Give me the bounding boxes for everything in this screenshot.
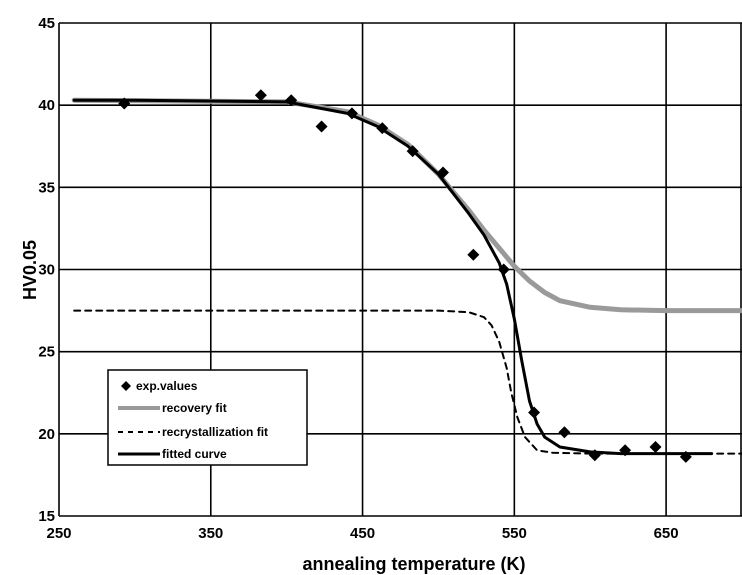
legend: exp.values recovery fit recrystallization … xyxy=(107,369,308,466)
series-layer xyxy=(71,89,742,463)
legend-label: fitted curve xyxy=(162,447,227,461)
series-line-recovery-fit xyxy=(71,97,742,314)
data-point-marker xyxy=(558,426,571,439)
data-point-marker xyxy=(285,94,298,107)
legend-label: recovery fit xyxy=(162,401,227,415)
data-point-marker xyxy=(497,263,510,276)
y-tick-label: 15 xyxy=(38,508,55,525)
y-tick-label: 35 xyxy=(38,179,55,196)
x-tick-label: 250 xyxy=(46,525,71,542)
data-point-marker xyxy=(315,120,328,133)
y-tick-label: 20 xyxy=(38,426,55,443)
x-tick-label: 450 xyxy=(350,525,375,542)
data-point-marker xyxy=(436,166,449,179)
y-tick-label: 30 xyxy=(38,262,55,279)
data-point-marker xyxy=(467,248,480,261)
y-tick-label: 45 xyxy=(38,15,55,32)
data-point-marker xyxy=(679,450,692,463)
legend-label: exp.values xyxy=(136,379,198,393)
x-tick-label: 550 xyxy=(502,525,527,542)
data-point-marker xyxy=(254,89,267,102)
x-tick-label: 350 xyxy=(198,525,223,542)
x-axis-title: annealing temperature (K) xyxy=(302,554,525,574)
y-axis-title: HV0.05 xyxy=(20,240,40,300)
grid xyxy=(58,22,742,517)
x-tick-label: 650 xyxy=(654,525,679,542)
legend-label: recrystallization fit xyxy=(162,425,268,439)
data-point-marker xyxy=(376,122,389,135)
series-line-recrystallization-fit xyxy=(73,309,742,455)
data-point-marker xyxy=(406,145,419,158)
legend-box xyxy=(107,369,308,466)
data-point-marker xyxy=(649,440,662,453)
data-point-marker xyxy=(528,406,541,419)
y-tick-label: 40 xyxy=(38,97,55,114)
legend-marker-exp-values xyxy=(121,381,131,391)
data-point-marker xyxy=(345,107,358,120)
data-point-marker xyxy=(619,444,632,457)
y-tick-label: 25 xyxy=(38,344,55,361)
data-point-marker xyxy=(588,449,601,462)
tick-labels: 250 350 450 550 650 15 20 25 30 35 40 45 xyxy=(38,15,678,542)
data-point-marker xyxy=(118,97,131,110)
